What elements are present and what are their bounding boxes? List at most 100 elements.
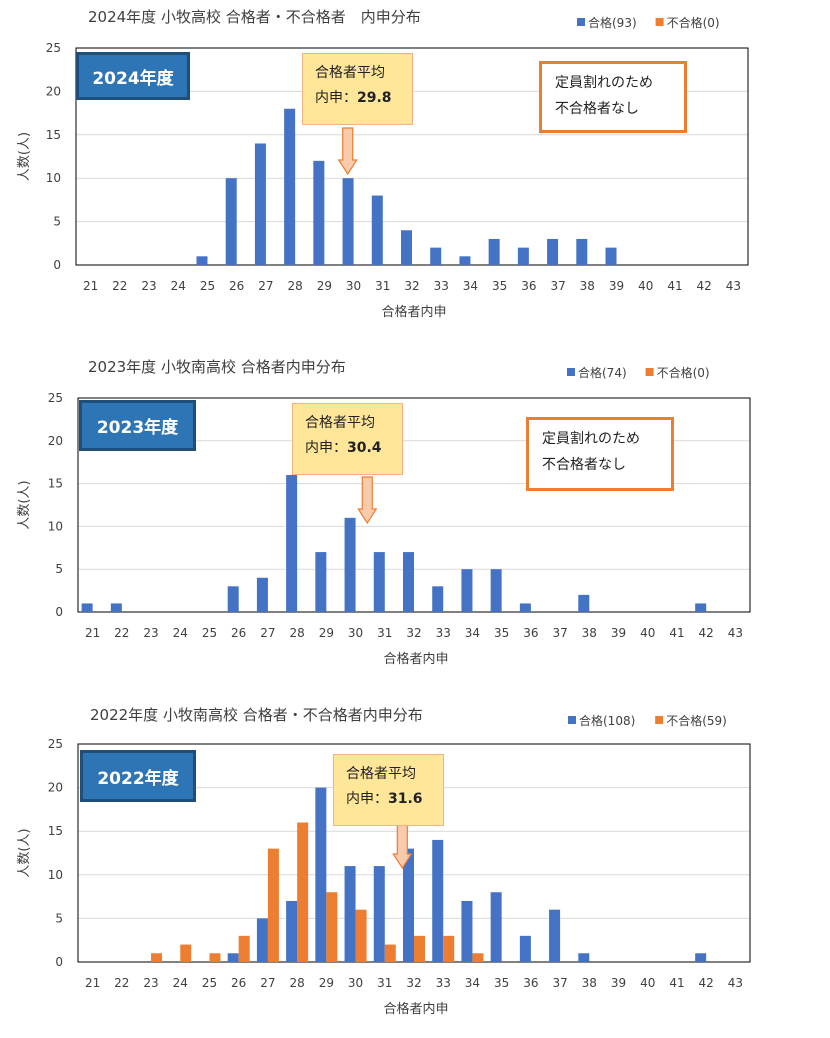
- bar-pass-33: [430, 247, 442, 265]
- x-tick-label: 32: [404, 279, 419, 293]
- chart-svg: 2024年度 小牧高校 合格者・不合格者 内申分布 合格(93) 不合格(0) 0 5 1…: [17, 8, 749, 320]
- x-tick-label: 29: [317, 279, 332, 293]
- y-tick-label: 15: [46, 128, 61, 142]
- bar-pass-22: [110, 603, 122, 612]
- bar-pass-32: [403, 848, 414, 962]
- x-tick-label: 29: [319, 976, 334, 990]
- bar-fail-28: [297, 822, 309, 962]
- bar-pass-31: [373, 866, 385, 962]
- year-badge: 2024年度: [76, 52, 190, 100]
- legend-label-pass: 合格(108): [579, 713, 635, 728]
- x-tick-label: 39: [611, 976, 626, 990]
- bar-pass-42: [695, 953, 707, 962]
- x-tick-label: 26: [231, 976, 246, 990]
- x-tick-label: 33: [436, 976, 451, 990]
- year-badge: 2022年度: [80, 750, 196, 802]
- x-tick-label: 22: [114, 626, 129, 640]
- x-tick-label: 33: [436, 626, 451, 640]
- x-tick-label: 38: [582, 626, 597, 640]
- bar-pass-27: [256, 577, 268, 612]
- x-tick-label: 27: [260, 626, 275, 640]
- bar-pass-29: [315, 787, 327, 962]
- average-arrow-icon: [357, 476, 378, 525]
- bar-pass-31: [373, 552, 385, 612]
- bar-pass-28: [286, 475, 298, 612]
- note-line-2: 不合格者なし: [555, 101, 639, 117]
- y-tick-label: 0: [55, 955, 63, 969]
- bar-fail-24: [180, 944, 192, 962]
- bar-pass-33: [432, 839, 444, 962]
- x-tick-label: 36: [523, 976, 538, 990]
- x-tick-label: 35: [494, 976, 509, 990]
- bar-pass-38: [578, 953, 590, 962]
- bar-pass-36: [519, 603, 531, 612]
- bar-pass-35: [490, 892, 502, 962]
- x-tick-label: 34: [463, 279, 478, 293]
- x-tick-label: 32: [406, 976, 421, 990]
- x-tick-label: 30: [348, 976, 363, 990]
- bar-fail-23: [151, 953, 163, 962]
- bar-pass-26: [225, 178, 237, 265]
- y-axis-label: 人数(人): [17, 828, 32, 877]
- bar-fail-33: [443, 935, 455, 962]
- bar-pass-31: [371, 195, 383, 265]
- note-box: 定員割れのため 不合格者なし: [539, 61, 687, 133]
- average-prefix: 内申：: [315, 90, 357, 106]
- average-value: 31.6: [388, 791, 423, 807]
- chart-panel-2: 2023年度 小牧南高校 合格者内申分布 合格(74) 不合格(0) 0 5 10 15 20…: [0, 350, 830, 690]
- x-tick-label: 29: [319, 626, 334, 640]
- x-tick-label: 42: [699, 976, 714, 990]
- bar-pass-30: [344, 517, 356, 612]
- y-tick-label: 20: [46, 84, 61, 98]
- x-tick-label: 21: [85, 976, 100, 990]
- x-tick-label: 31: [375, 279, 390, 293]
- average-callout: 合格者平均 内申：30.4: [292, 403, 403, 475]
- chart-title: 2023年度 小牧南高校 合格者内申分布: [88, 358, 346, 376]
- bar-pass-39: [605, 247, 617, 265]
- average-label: 合格者平均: [315, 65, 385, 81]
- legend-swatch-pass: [567, 368, 575, 376]
- x-tick-label: 39: [611, 626, 626, 640]
- x-axis-label: 合格者内申: [381, 304, 446, 320]
- bar-pass-29: [315, 552, 327, 612]
- average-callout: 合格者平均 内申：31.6: [333, 754, 444, 826]
- chart-title: 2024年度 小牧高校 合格者・不合格者 内申分布: [88, 8, 421, 26]
- x-tick-label: 33: [434, 279, 449, 293]
- x-tick-label: 36: [523, 626, 538, 640]
- x-tick-label: 35: [494, 626, 509, 640]
- note-box: 定員割れのため 不合格者なし: [526, 417, 674, 491]
- note-line-1: 定員割れのため: [542, 431, 640, 447]
- bar-pass-30: [344, 866, 356, 962]
- x-tick-label: 21: [85, 626, 100, 640]
- y-axis-label: 人数(人): [17, 132, 32, 181]
- x-tick-label: 23: [143, 626, 158, 640]
- bar-fail-30: [355, 909, 367, 962]
- legend-label-fail: 不合格(0): [667, 15, 720, 30]
- x-tick-label: 28: [289, 626, 304, 640]
- x-tick-label: 25: [200, 279, 215, 293]
- bar-pass-26: [227, 586, 239, 612]
- average-value: 30.4: [347, 440, 382, 456]
- legend-label-fail: 不合格(0): [657, 365, 710, 380]
- y-tick-label: 5: [53, 215, 61, 229]
- average-arrow-icon: [392, 821, 413, 870]
- x-tick-label: 21: [83, 279, 98, 293]
- x-tick-label: 40: [640, 626, 655, 640]
- x-tick-label: 35: [492, 279, 507, 293]
- y-tick-label: 0: [55, 605, 63, 619]
- x-tick-label: 27: [258, 279, 273, 293]
- y-tick-label: 25: [48, 737, 63, 751]
- chart-title: 2022年度 小牧南高校 合格者・不合格者内申分布: [90, 706, 423, 724]
- legend-swatch-pass: [568, 716, 576, 724]
- bar-pass-27: [256, 918, 268, 962]
- x-tick-label: 24: [173, 626, 188, 640]
- bar-pass-25: [196, 256, 208, 265]
- bar-fail-27: [267, 848, 279, 962]
- x-tick-label: 38: [582, 976, 597, 990]
- average-label: 合格者平均: [346, 766, 416, 782]
- y-tick-label: 15: [48, 477, 63, 491]
- x-tick-label: 37: [550, 279, 565, 293]
- average-label: 合格者平均: [305, 415, 375, 431]
- bar-pass-34: [459, 256, 471, 265]
